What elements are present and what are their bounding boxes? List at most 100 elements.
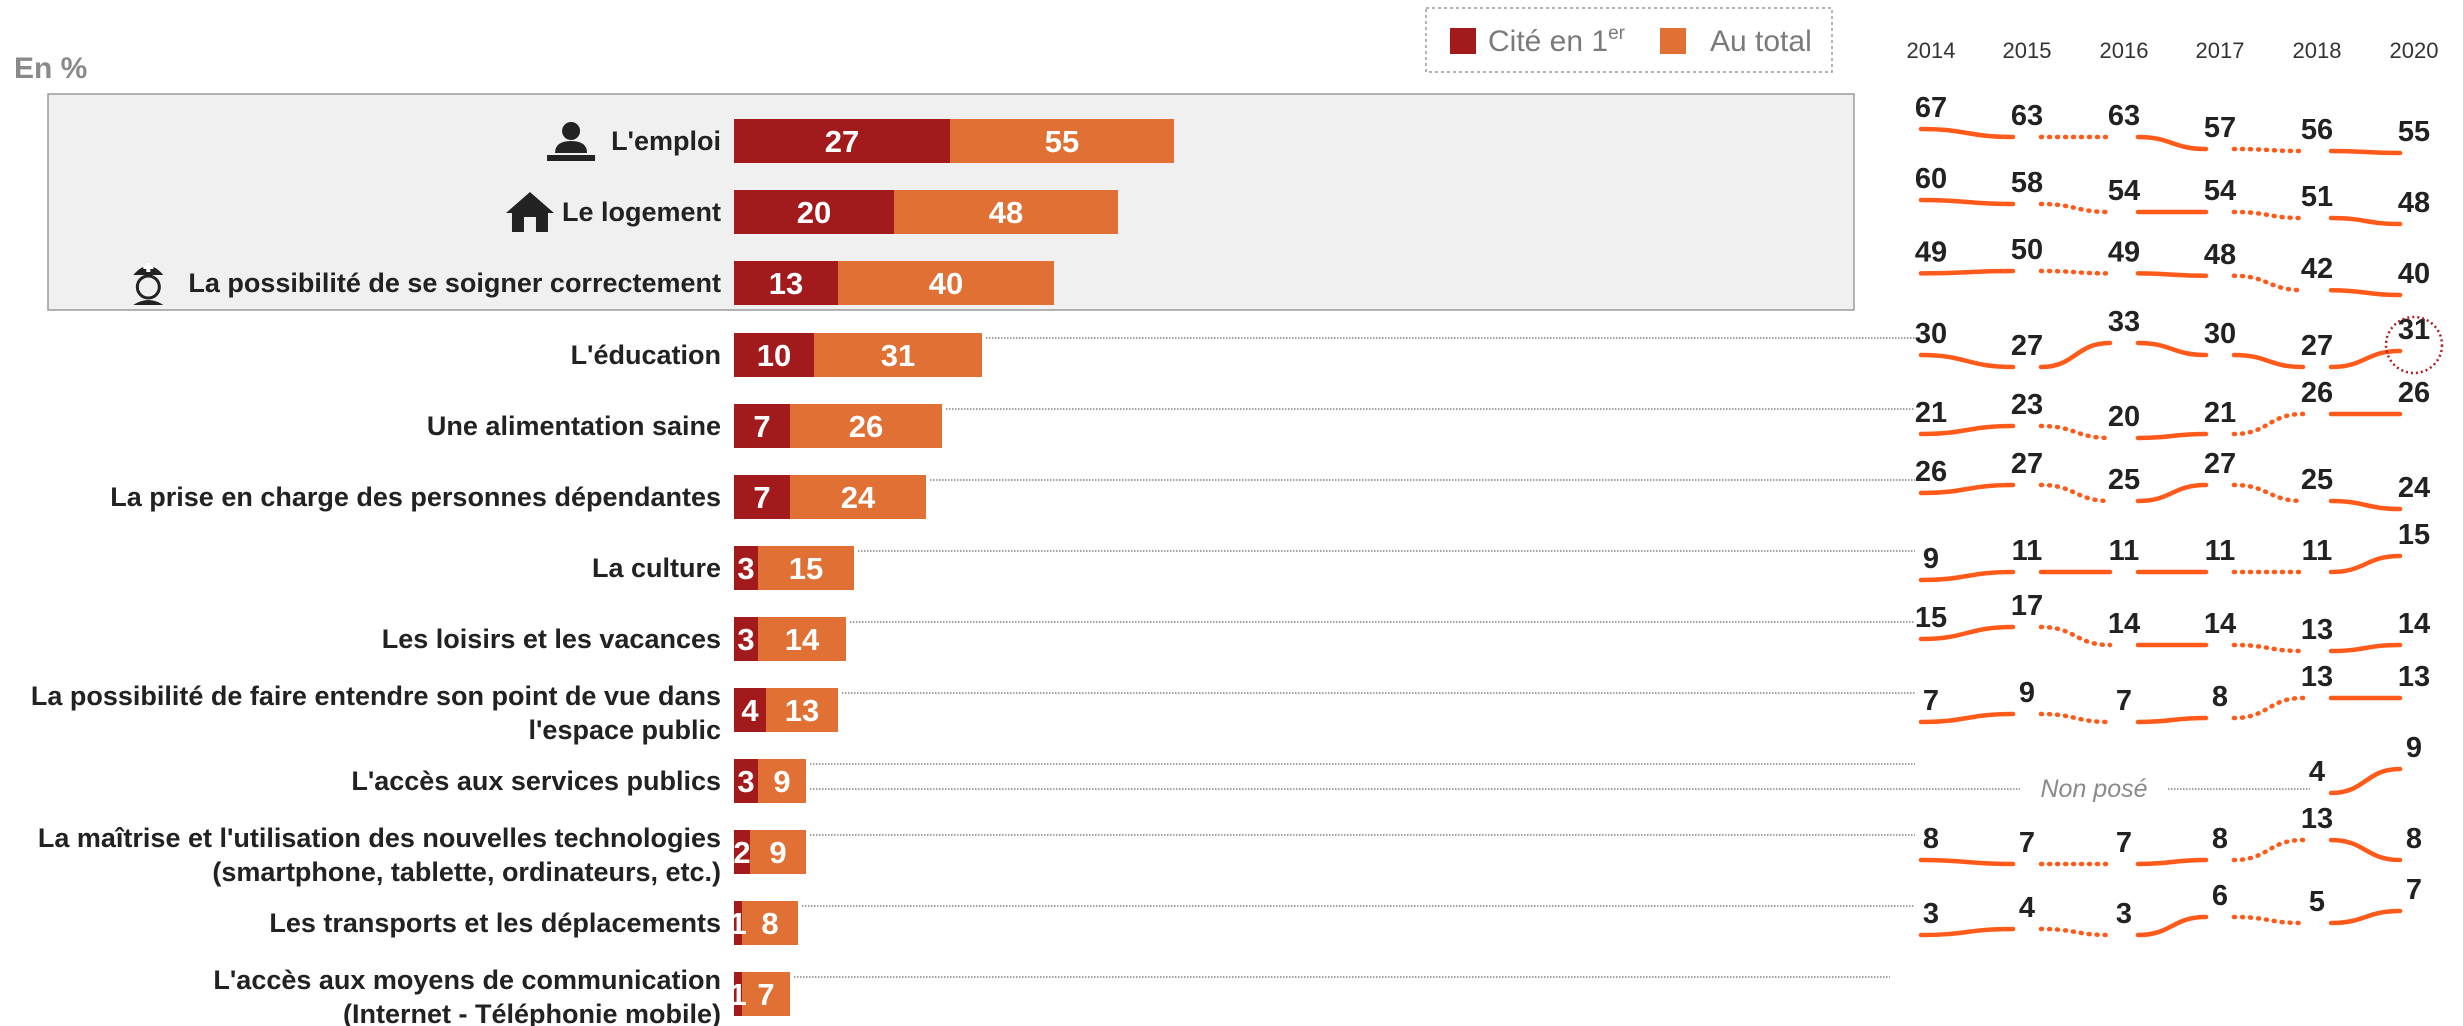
house-icon: [505, 192, 554, 232]
bar-total-value: 8: [761, 906, 778, 941]
trend-segment: [2135, 340, 2209, 358]
trend-value: 27: [2204, 448, 2236, 480]
trend-value: 27: [2011, 330, 2043, 362]
bar-total-value: 48: [989, 195, 1023, 230]
trend-segment: [1918, 926, 2016, 938]
trend-segment: [1918, 624, 2016, 642]
trend-segment: [2328, 642, 2403, 654]
legend-label-first: Cité en 1er: [1488, 23, 1626, 58]
trend-segment: [2231, 695, 2306, 721]
trend-value: 8: [2406, 823, 2422, 855]
trend-value: 11: [2205, 535, 2236, 567]
bar-first: [734, 333, 814, 377]
trend-value: 23: [2011, 389, 2043, 421]
bar-first-value: 27: [825, 124, 859, 159]
trend-row: 26 27 25 27 25 24: [1915, 448, 2430, 512]
trend-segment: [2135, 134, 2209, 152]
trend-segment: [2135, 914, 2209, 938]
trend-value: 50: [2011, 234, 2043, 266]
trend-row: 3 4 3 6 5 7: [1918, 874, 2422, 938]
trend-value: 13: [2301, 661, 2333, 693]
legend-swatch-total: [1660, 28, 1686, 54]
trend-value: 21: [1915, 397, 1947, 429]
bar-row: Le logement 20 48: [505, 190, 1118, 234]
trend-value: 11: [2302, 535, 2333, 567]
trend-segment: [2038, 926, 2113, 938]
legend-swatch-first: [1450, 28, 1476, 54]
trend-value: 4: [2019, 892, 2035, 924]
bar-first-value: 2: [733, 835, 750, 870]
bar-total-value: 15: [789, 551, 823, 586]
bar-row: La possibilité de faire entendre son poi…: [31, 681, 838, 745]
legend: Cité en 1er Au total: [1425, 7, 1833, 73]
trend-value: 7: [1923, 685, 1939, 717]
bar-total-value: 26: [849, 409, 883, 444]
leader-lines: [794, 337, 2310, 978]
trend-value: 8: [2212, 681, 2228, 713]
trend-value: 56: [2301, 114, 2333, 146]
trend-value: 14: [2398, 608, 2430, 640]
trend-segment: [1918, 197, 2016, 207]
trend-value: 30: [2204, 318, 2236, 350]
trend-year-label: 2018: [2293, 38, 2342, 63]
trend-segment: [1918, 126, 2016, 140]
bar-row: Les loisirs et les vacances 3 14: [382, 617, 846, 661]
trend-value: 14: [2108, 608, 2140, 640]
trend-value: 48: [2204, 239, 2236, 271]
bar-row: Une alimentation saine 7 26: [427, 404, 942, 448]
trend-row: 8 7 7 8 13 8: [1918, 803, 2422, 867]
bar-row: La culture 3 15: [592, 546, 854, 590]
trend-value: 14: [2204, 608, 2236, 640]
trend-value: 26: [1915, 456, 1947, 488]
legend-label-first-sup: er: [1608, 23, 1626, 44]
trend-segment: [2038, 624, 2113, 648]
trend-segment: [2231, 914, 2306, 926]
bar-total-value: 13: [785, 693, 819, 728]
trend-value: 9: [2019, 677, 2035, 709]
bar-row: L'accès aux services publics 3 9: [351, 759, 806, 803]
worker-icon: [547, 122, 596, 161]
bar-first: [734, 830, 750, 874]
category-label: La possibilité de faire entendre son poi…: [31, 681, 721, 745]
trend-value: 7: [2116, 685, 2132, 717]
bar-first-value: 3: [737, 764, 754, 799]
trend-value: 21: [2204, 397, 2236, 429]
category-label: La maîtrise et l'utilisation des nouvell…: [38, 823, 721, 887]
trend-value: 63: [2108, 100, 2140, 132]
trend-value: 27: [2301, 330, 2333, 362]
trend-segment: [2231, 411, 2306, 437]
trend-value: 30: [1915, 318, 1947, 350]
bar-row: L'accès aux moyens de communication (Inte…: [213, 965, 790, 1026]
trend-value: 49: [2108, 236, 2140, 268]
trend-value: 3: [1923, 898, 1939, 930]
trend-value: 51: [2301, 181, 2333, 213]
trend-row: 49 50 49 48 42 40: [1915, 234, 2430, 298]
trend-value: 8: [1923, 823, 1939, 855]
not-asked-label: Non posé: [2040, 775, 2147, 803]
bar-row: La maîtrise et l'utilisation des nouvell…: [38, 823, 806, 887]
trend-value: 57: [2204, 112, 2236, 144]
category-label: La prise en charge des personnes dépenda…: [110, 482, 721, 512]
trend-value: 40: [2398, 258, 2430, 290]
bar-first-value: 3: [737, 622, 754, 657]
trend-value: 9: [1923, 543, 1939, 575]
trend-segment: [2328, 498, 2403, 512]
trend-value: 5: [2309, 886, 2325, 918]
trend-row: 21 23 20 21 26 26: [1915, 377, 2430, 441]
trend-segment: [2328, 837, 2403, 863]
bar-first-value: 4: [741, 693, 759, 728]
trend-segment: [2038, 201, 2113, 215]
category-label: Le logement: [562, 197, 721, 227]
trend-value: 58: [2011, 167, 2043, 199]
trend-segment: [2231, 209, 2306, 221]
trend-value: 54: [2204, 175, 2236, 207]
category-label: Les loisirs et les vacances: [382, 624, 721, 654]
trend-segment: [2231, 146, 2306, 154]
trend-segment: [2328, 287, 2403, 298]
bar-row: Les transports et les déplacements 1 8: [269, 901, 798, 945]
trend-segment: [2328, 766, 2403, 796]
category-label: Les transports et les déplacements: [269, 908, 721, 938]
bar-row: L'emploi 27 55: [547, 119, 1174, 163]
trend-year-label: 2020: [2390, 38, 2439, 63]
